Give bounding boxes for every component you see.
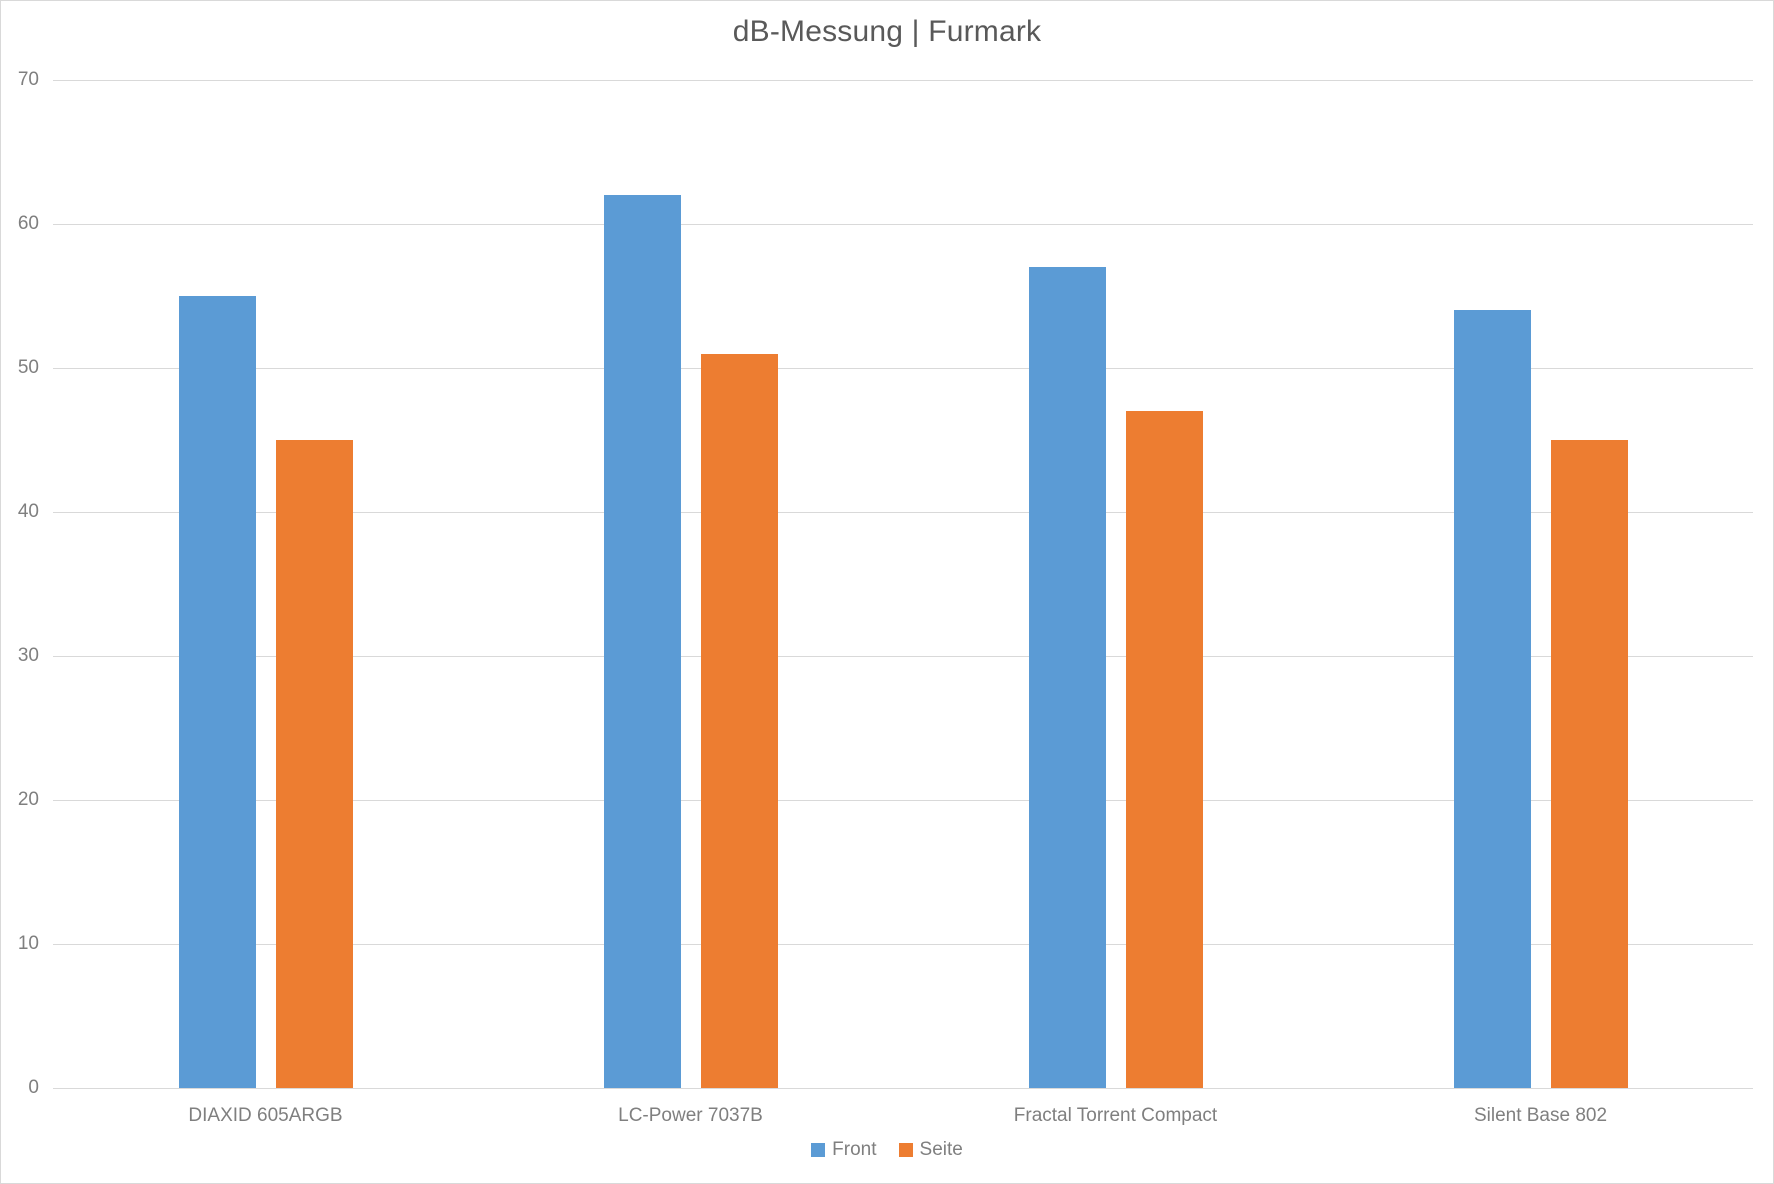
bars-layer bbox=[53, 80, 1753, 1088]
gridline bbox=[53, 80, 1753, 81]
gridline bbox=[53, 1088, 1753, 1089]
legend-label: Seite bbox=[919, 1139, 963, 1160]
bar-front[interactable] bbox=[603, 195, 681, 1088]
legend-swatch-icon bbox=[811, 1143, 826, 1157]
bar-front[interactable] bbox=[1453, 310, 1531, 1088]
x-axis-category-label: DIAXID 605ARGB bbox=[188, 1105, 343, 1126]
y-axis-tick-label: 70 bbox=[17, 69, 39, 90]
y-axis-tick-label: 40 bbox=[17, 501, 39, 522]
x-axis-labels: DIAXID 605ARGB LC-Power 7037B Fractal Torr… bbox=[53, 1088, 1753, 1133]
bar-group bbox=[903, 80, 1328, 1088]
x-axis-category-label: LC-Power 7037B bbox=[618, 1105, 763, 1126]
plot-area: 70 60 50 40 30 20 10 0 bbox=[18, 69, 1753, 1098]
chart-legend: Front Seite bbox=[1, 1139, 1773, 1161]
gridline bbox=[53, 224, 1753, 225]
bar-seite[interactable] bbox=[1125, 411, 1203, 1088]
gridline bbox=[53, 800, 1753, 801]
legend-item-front[interactable]: Front bbox=[811, 1139, 877, 1161]
bar-group bbox=[53, 80, 478, 1088]
bar-group bbox=[1328, 80, 1753, 1088]
legend-label: Front bbox=[832, 1139, 877, 1160]
chart-title: dB-Messung | Furmark bbox=[732, 15, 1042, 48]
gridline bbox=[53, 512, 1753, 513]
legend-swatch-icon bbox=[898, 1143, 913, 1157]
y-axis-tick-label: 60 bbox=[17, 213, 39, 234]
bar-group bbox=[478, 80, 903, 1088]
bar-front[interactable] bbox=[1028, 267, 1106, 1088]
gridline bbox=[53, 944, 1753, 945]
y-axis-tick-label: 10 bbox=[17, 933, 39, 954]
y-axis-tick-label: 20 bbox=[17, 789, 39, 810]
y-axis-tick-label: 50 bbox=[17, 357, 39, 378]
bar-seite[interactable] bbox=[700, 353, 778, 1088]
y-axis-tick-label: 30 bbox=[17, 645, 39, 666]
bar-front[interactable] bbox=[178, 296, 256, 1088]
bar-seite[interactable] bbox=[1550, 440, 1628, 1088]
gridline bbox=[53, 368, 1753, 369]
x-axis-category-label: Silent Base 802 bbox=[1473, 1105, 1608, 1126]
x-axis-category-label: Fractal Torrent Compact bbox=[1013, 1105, 1218, 1126]
bar-seite[interactable] bbox=[275, 440, 353, 1088]
y-axis-tick-label: 0 bbox=[28, 1077, 39, 1098]
gridlines: 70 60 50 40 30 20 10 0 bbox=[18, 69, 1753, 1098]
gridline bbox=[53, 656, 1753, 657]
legend-item-seite[interactable]: Seite bbox=[898, 1139, 963, 1161]
